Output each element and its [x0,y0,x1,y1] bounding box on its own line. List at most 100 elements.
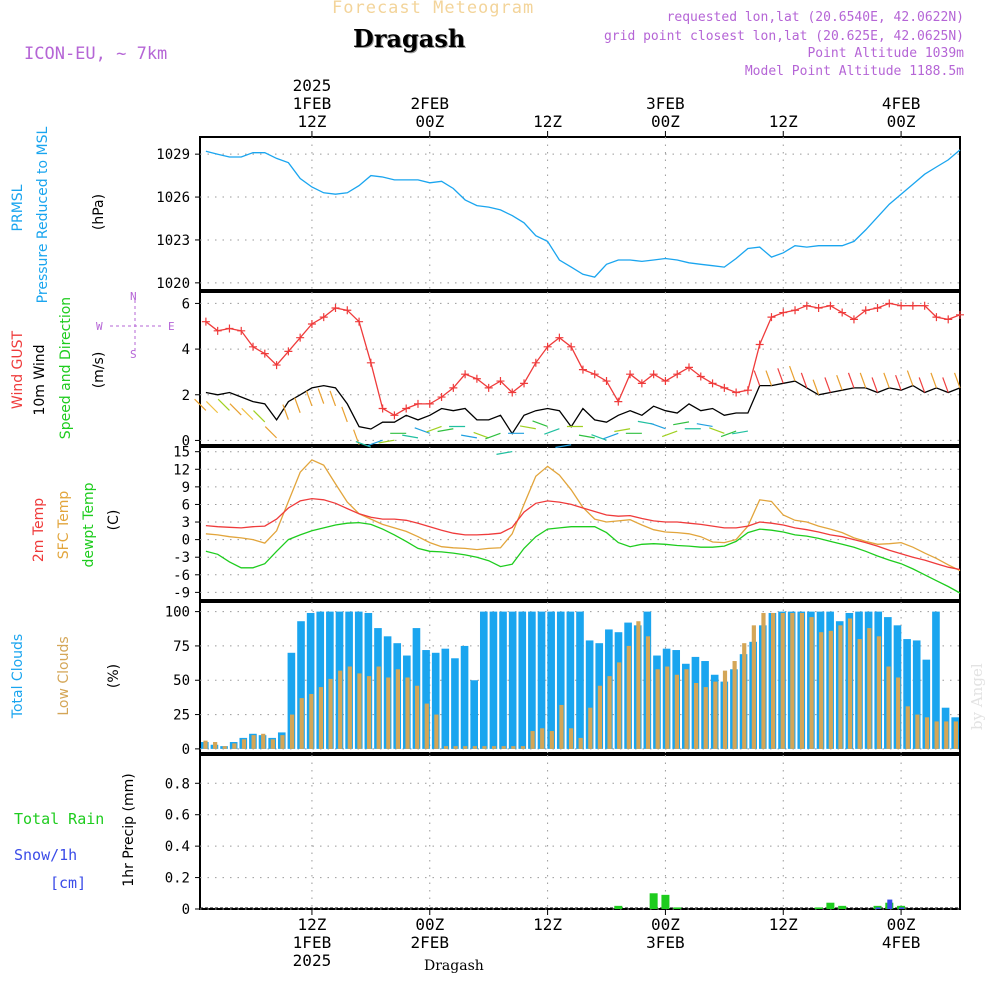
low-cloud-bar [328,678,333,749]
wind-direction-arrow [603,432,619,440]
wind-direction-arrow [496,450,513,455]
wind-gust-marker [508,388,517,397]
wind-ylabel-10m: 10m Wind [32,344,48,415]
top-x-tick-label: 00Z [887,112,916,131]
wind-gust-marker [484,383,493,392]
total-cloud-bar [912,640,921,749]
precip-ylabel: 1hr Precip (mm) [121,773,137,886]
low-cloud-bar [597,685,603,749]
wind-direction-arrow [555,444,572,449]
wind-direction-arrow [812,379,820,395]
wind-gust-marker [520,379,529,388]
bottom-x-tick-label: 00Z [651,915,680,934]
low-cloud-bar [886,666,891,749]
wind-gust-marker [472,374,481,383]
wind-gust-marker [637,379,646,388]
compass-west: W [96,320,103,333]
low-cloud-bar [386,677,391,749]
low-cloud-bar [934,721,939,749]
wind-direction-arrow [229,403,242,416]
bottom-x-tick-label: 12Z [297,915,326,934]
total-cloud-bar [431,652,440,749]
low-cloud-bar [953,721,958,749]
low-cloud-bar [261,733,266,749]
y-tick-label: 0 [182,902,190,918]
bottom-x-tick-label: 1FEB [293,933,332,952]
top-x-tick-label: 4FEB [882,94,921,113]
total-cloud-bar [422,650,430,749]
wind-direction-arrow [673,421,690,426]
wind-gust-marker [767,313,776,322]
wind-direction-arrow [544,428,560,435]
y-tick-label: 4 [182,342,190,358]
low-cloud-bar [540,728,545,749]
rain-bar [814,907,823,909]
wind-direction-arrow [329,390,337,407]
wind-direction-arrow [402,434,419,439]
dewpoint-line [205,521,961,594]
wind-direction-arrow [532,420,548,428]
compass-east: E [168,320,175,333]
chart-title: Forecast Meteogram [332,0,535,18]
low-cloud-bar [395,669,401,749]
wind-gust-marker [578,365,587,374]
wind-direction-arrow [777,368,784,384]
low-cloud-bar [251,735,256,749]
low-cloud-bar [694,682,699,749]
top-x-tick-label: 12Z [533,112,562,131]
low-cloud-bar [280,735,285,749]
wind-direction-arrow [217,398,230,411]
wind-gust-marker [390,411,399,420]
snow-bar [875,907,881,909]
wind-gust-marker [284,347,293,356]
low-cloud-bar [241,739,247,749]
wind-gust-marker [956,310,964,319]
wind-gust-marker [425,399,434,408]
low-cloud-bar [636,621,641,749]
wind-direction-arrow [930,372,937,389]
bottom-x-tick-label: 00Z [415,915,444,934]
requested-coords: requested lon,lat (20.6540E, 42.0622N) [666,10,964,25]
total-cloud-bar [528,611,536,749]
low-cloud-bar [876,636,882,749]
y-tick-label: 9 [182,480,190,496]
wind-gust-marker [496,377,505,386]
footer-location: Dragash [424,958,484,974]
total-cloud-bar [508,611,517,749]
low-cloud-bar [357,673,362,749]
wind-direction-arrow [650,422,666,430]
low-cloud-bar [838,625,843,749]
top-x-tick-label: 1FEB [293,94,332,113]
wind-direction-arrow [789,365,796,382]
top-x-tick-label: 12Z [297,112,326,131]
wind-gust-marker [885,299,894,308]
bottom-x-tick-label: 00Z [887,915,916,934]
compass-north: N [130,290,137,303]
temp-ylabel-dew: dewpt Temp [81,482,97,567]
wind-gust-marker [696,372,705,381]
low-cloud-bar [819,632,824,749]
wind-gust-marker [732,388,741,397]
low-cloud-bar [443,746,449,749]
wind-gust-marker [260,349,269,358]
wind-gust-marker [437,393,446,402]
wind-gust-marker [213,326,222,335]
wind-gust-line [205,302,961,417]
wind-direction-arrow [264,426,278,439]
panel-frame-temperature [199,446,961,601]
wind-direction-arrow [661,430,678,438]
wind-gust-marker [237,326,246,335]
low-cloud-bar [299,698,304,749]
wind-direction-arrow [305,390,313,407]
panel-frame-precipitation [199,754,961,910]
low-cloud-bar [924,717,930,749]
temp-ylabel-sfc: SFC Temp [56,491,72,560]
low-cloud-bar [338,670,343,749]
low-cloud-bar [674,674,679,749]
y-tick-label: 100 [165,605,190,621]
wind-gust-marker [755,340,764,349]
wind-direction-arrow [341,406,348,423]
panel-frame-wind [199,291,961,446]
low-cloud-bar [549,731,554,749]
wind-gust-marker [378,404,387,413]
